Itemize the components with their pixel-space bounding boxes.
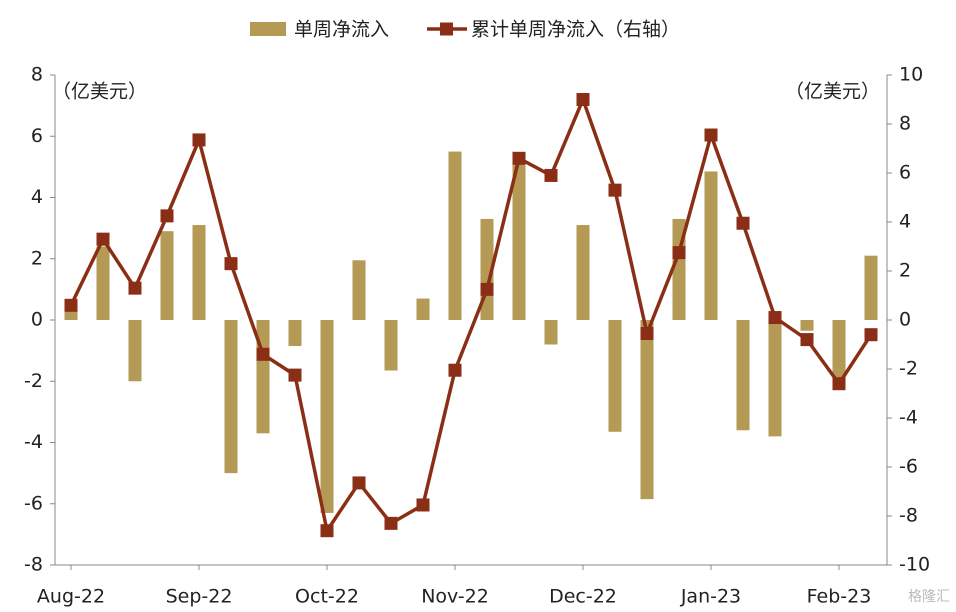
marker <box>640 326 654 340</box>
marker <box>576 93 590 106</box>
y2-tick-label: 4 <box>899 211 911 233</box>
bar <box>544 320 558 345</box>
y2-tick-label: 2 <box>899 260 911 282</box>
x-tick-label: Aug-22 <box>37 586 105 608</box>
bar <box>736 320 750 431</box>
marker <box>288 368 302 382</box>
marker <box>224 257 238 271</box>
y-tick-label: 6 <box>31 125 43 147</box>
bar <box>864 255 878 320</box>
marker <box>800 333 814 347</box>
y2-tick-label: -4 <box>899 407 918 429</box>
bar <box>192 225 206 320</box>
y2-tick-label: 8 <box>899 113 911 135</box>
bar <box>288 320 302 347</box>
bar <box>704 171 718 320</box>
bar <box>384 320 398 371</box>
x-tick-label: Oct-22 <box>295 586 359 608</box>
marker <box>256 347 270 361</box>
marker <box>672 246 686 260</box>
y-tick-label: 8 <box>31 64 43 86</box>
x-tick-label: Feb-23 <box>807 586 872 608</box>
bar <box>64 310 78 320</box>
y2-tick-label: 0 <box>899 309 911 331</box>
marker <box>512 151 526 165</box>
bar <box>800 320 814 331</box>
marker <box>448 363 462 377</box>
x-tick-label: Nov-22 <box>421 586 489 608</box>
bar <box>96 246 110 320</box>
bar <box>416 298 430 320</box>
marker <box>64 298 78 312</box>
marker <box>128 281 142 295</box>
legend-label: 累计单周净流入（右轴） <box>471 19 680 41</box>
bar <box>224 320 238 474</box>
legend-label: 单周净流入 <box>294 19 389 41</box>
bar <box>160 231 174 320</box>
y2-tick-label: -2 <box>899 358 918 380</box>
marker <box>608 183 622 197</box>
bar <box>768 320 782 437</box>
marker <box>384 516 398 530</box>
bar <box>320 320 334 513</box>
x-tick-label: Dec-22 <box>549 586 617 608</box>
bar <box>448 151 462 320</box>
marker <box>96 232 110 246</box>
bar <box>352 260 366 320</box>
marker <box>160 209 174 223</box>
watermark: 格隆汇 <box>908 589 950 605</box>
y-tick-label: 0 <box>31 309 43 331</box>
y-tick-label: -6 <box>24 492 43 514</box>
bar <box>832 320 846 382</box>
bar <box>576 225 590 320</box>
marker <box>480 282 494 296</box>
y2-axis-label: （亿美元） <box>785 81 880 103</box>
bar <box>640 320 654 500</box>
marker <box>320 524 334 538</box>
marker <box>736 216 750 230</box>
y2-tick-label: -10 <box>899 554 930 576</box>
marker <box>192 133 206 147</box>
bar <box>128 320 142 382</box>
line <box>69 94 873 536</box>
marker <box>704 128 718 142</box>
marker <box>832 377 846 391</box>
bar <box>608 320 622 432</box>
marker <box>416 498 430 512</box>
marker <box>544 168 558 182</box>
marker <box>352 476 366 490</box>
legend-swatch <box>440 22 454 36</box>
y-tick-label: 4 <box>31 186 43 208</box>
y-tick-label: 2 <box>31 247 43 269</box>
y2-tick-label: 10 <box>899 64 923 86</box>
y2-tick-label: -8 <box>899 505 918 527</box>
marker <box>864 328 878 342</box>
bar <box>512 160 526 320</box>
y2-tick-label: 6 <box>899 162 911 184</box>
y2-tick-label: -6 <box>899 456 918 478</box>
marker <box>768 311 782 325</box>
x-tick-label: Sep-22 <box>166 586 233 608</box>
y-tick-label: -2 <box>24 370 43 392</box>
y-axis-label: （亿美元） <box>52 81 147 103</box>
y-tick-label: -4 <box>24 431 43 453</box>
x-tick-label: Jan-23 <box>680 586 741 608</box>
legend-swatch <box>250 22 286 36</box>
y-tick-label: -8 <box>24 554 43 576</box>
